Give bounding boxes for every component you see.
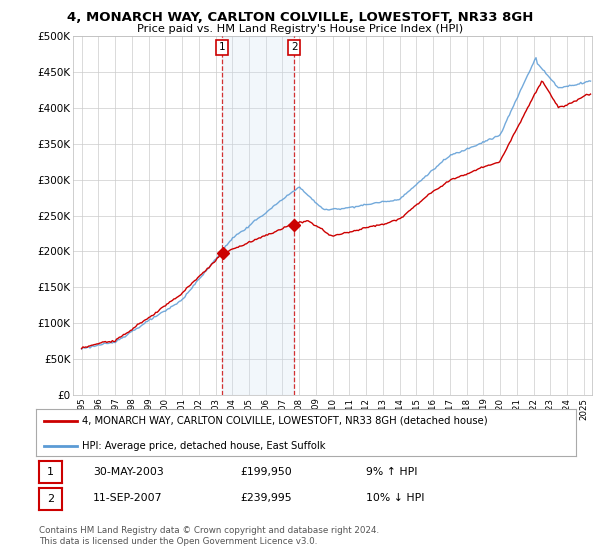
Text: 2: 2 — [291, 42, 298, 52]
Text: 2: 2 — [47, 494, 54, 504]
Text: 4, MONARCH WAY, CARLTON COLVILLE, LOWESTOFT, NR33 8GH: 4, MONARCH WAY, CARLTON COLVILLE, LOWEST… — [67, 11, 533, 24]
Text: 1: 1 — [47, 467, 54, 477]
Text: £199,950: £199,950 — [240, 466, 292, 477]
Bar — [223, 36, 295, 395]
Text: HPI: Average price, detached house, East Suffolk: HPI: Average price, detached house, East… — [82, 441, 325, 451]
Text: 1: 1 — [219, 42, 226, 52]
Text: Price paid vs. HM Land Registry's House Price Index (HPI): Price paid vs. HM Land Registry's House … — [137, 24, 463, 34]
Text: 30-MAY-2003: 30-MAY-2003 — [93, 466, 164, 477]
Text: 4, MONARCH WAY, CARLTON COLVILLE, LOWESTOFT, NR33 8GH (detached house): 4, MONARCH WAY, CARLTON COLVILLE, LOWEST… — [82, 416, 488, 426]
Text: 10% ↓ HPI: 10% ↓ HPI — [366, 493, 425, 503]
Text: Contains HM Land Registry data © Crown copyright and database right 2024.
This d: Contains HM Land Registry data © Crown c… — [39, 526, 379, 546]
Text: 11-SEP-2007: 11-SEP-2007 — [93, 493, 163, 503]
Text: 9% ↑ HPI: 9% ↑ HPI — [366, 466, 418, 477]
Text: £239,995: £239,995 — [240, 493, 292, 503]
